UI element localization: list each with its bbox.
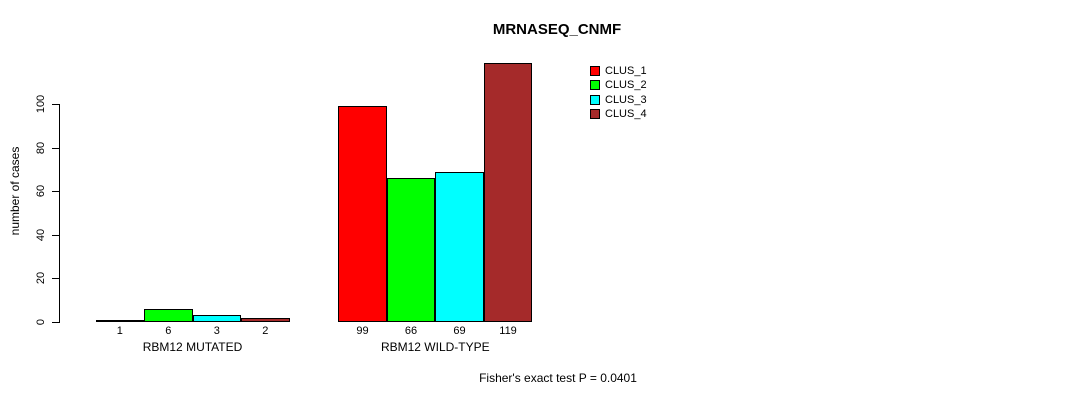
y-tick-mark (52, 278, 59, 280)
y-tick-mark (52, 322, 59, 323)
bar-value-label: 69 (453, 325, 466, 337)
bar-value-label: 119 (499, 325, 517, 337)
legend-swatch-clus_1 (590, 66, 600, 76)
bar-value-label: 3 (213, 325, 220, 337)
legend-label-clus_4: CLUS_4 (605, 108, 647, 121)
legend-label-clus_2: CLUS_2 (605, 79, 647, 92)
x-category-label: RBM12 MUTATED (142, 340, 243, 354)
bar-value-label: 2 (262, 325, 269, 337)
y-tick-label: 40 (35, 228, 47, 241)
y-tick-label: 100 (35, 94, 47, 114)
legend-label-clus_3: CLUS_3 (605, 93, 647, 106)
legend-swatch-clus_2 (590, 80, 600, 91)
bar-value-label: 66 (404, 325, 418, 337)
y-tick-mark (52, 191, 59, 193)
bar-value-label: 1 (116, 325, 123, 337)
bar-value-label: 6 (165, 325, 172, 337)
y-tick-label: 20 (35, 272, 47, 285)
y-tick-label: 80 (35, 141, 47, 154)
legend-label-clus_1: CLUS_1 (605, 65, 647, 77)
bar-clus_1-group2 (338, 106, 387, 322)
y-tick-mark (52, 104, 59, 105)
bar-clus_2-group2 (386, 178, 436, 322)
y-axis-label: number of cases (8, 146, 22, 236)
y-axis-line (59, 104, 60, 323)
bar-clus_2-group1 (144, 308, 193, 322)
bar-clus_1-group1 (95, 319, 144, 322)
y-tick-mark (52, 147, 59, 149)
x-category-label: RBM12 WILD-TYPE (380, 340, 490, 354)
y-tick-mark (52, 234, 59, 236)
y-tick-label: 60 (35, 185, 47, 198)
chart-title: MRNASEQ_CNMF (492, 21, 622, 38)
bar-clus_4-group2 (483, 62, 533, 322)
bar-clus_3-group1 (192, 315, 241, 322)
legend-swatch-clus_4 (590, 109, 600, 120)
bar-clus_3-group2 (435, 171, 484, 322)
fisher-test-annotation: Fisher's exact test P = 0.0401 (479, 371, 637, 385)
legend-swatch-clus_3 (590, 94, 600, 105)
bar-clus_4-group1 (241, 317, 290, 322)
y-tick-label: 0 (35, 318, 47, 326)
bar-value-label: 99 (356, 325, 369, 337)
